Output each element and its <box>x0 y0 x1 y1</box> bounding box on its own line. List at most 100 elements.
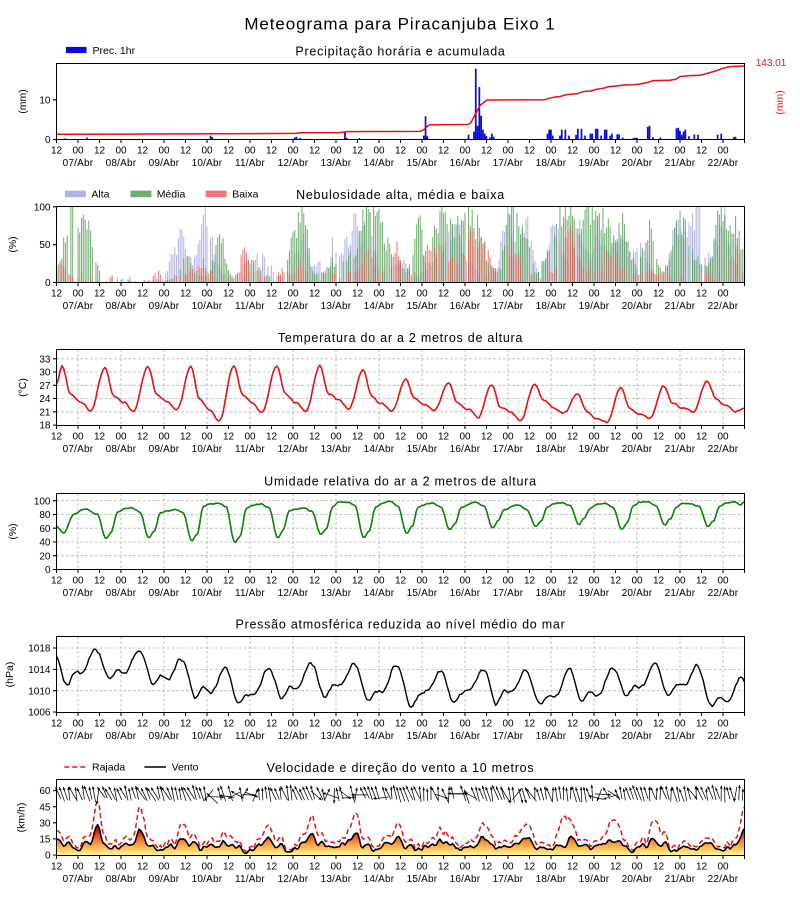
svg-text:12: 12 <box>137 432 149 443</box>
svg-text:00: 00 <box>158 576 170 587</box>
svg-text:00: 00 <box>588 146 600 157</box>
svg-text:12: 12 <box>223 576 235 587</box>
svg-text:22/Abr: 22/Abr <box>708 301 739 312</box>
svg-text:21/Abr: 21/Abr <box>665 731 696 742</box>
svg-text:12: 12 <box>223 146 235 157</box>
svg-text:13/Abr: 13/Abr <box>321 874 352 885</box>
svg-text:12: 12 <box>180 719 192 730</box>
svg-text:00: 00 <box>330 432 342 443</box>
svg-text:11/Abr: 11/Abr <box>235 301 265 312</box>
svg-text:12: 12 <box>653 146 665 157</box>
svg-text:12: 12 <box>352 576 364 587</box>
svg-text:12: 12 <box>395 146 407 157</box>
svg-text:15/Abr: 15/Abr <box>407 444 438 455</box>
svg-text:08/Abr: 08/Abr <box>106 158 137 169</box>
svg-text:12: 12 <box>653 576 665 587</box>
svg-text:15/Abr: 15/Abr <box>407 301 438 312</box>
svg-text:09/Abr: 09/Abr <box>149 301 180 312</box>
svg-text:09/Abr: 09/Abr <box>149 731 180 742</box>
svg-text:12: 12 <box>438 719 450 730</box>
svg-text:143.01: 143.01 <box>756 58 787 69</box>
svg-text:16/Abr: 16/Abr <box>450 588 481 599</box>
svg-text:00: 00 <box>631 862 643 873</box>
svg-text:20/Abr: 20/Abr <box>622 874 653 885</box>
svg-text:12: 12 <box>309 862 321 873</box>
svg-text:20/Abr: 20/Abr <box>622 588 653 599</box>
svg-text:12: 12 <box>352 289 364 300</box>
svg-text:12: 12 <box>481 862 493 873</box>
svg-text:100: 100 <box>34 202 51 213</box>
svg-text:22/Abr: 22/Abr <box>708 731 739 742</box>
svg-text:00: 00 <box>674 146 686 157</box>
svg-text:22/Abr: 22/Abr <box>708 588 739 599</box>
svg-text:00: 00 <box>201 289 213 300</box>
svg-text:Rajada: Rajada <box>92 762 125 774</box>
svg-text:1014: 1014 <box>28 665 51 676</box>
svg-text:00: 00 <box>588 289 600 300</box>
svg-text:12: 12 <box>352 432 364 443</box>
svg-text:00: 00 <box>459 146 471 157</box>
svg-text:15/Abr: 15/Abr <box>407 158 438 169</box>
svg-text:15: 15 <box>39 835 51 846</box>
svg-text:00: 00 <box>115 432 127 443</box>
svg-text:22/Abr: 22/Abr <box>708 444 739 455</box>
svg-text:30: 30 <box>39 368 51 379</box>
svg-text:00: 00 <box>330 146 342 157</box>
svg-text:00: 00 <box>287 719 299 730</box>
svg-text:12: 12 <box>524 576 536 587</box>
svg-text:14/Abr: 14/Abr <box>364 158 395 169</box>
svg-text:12: 12 <box>481 432 493 443</box>
svg-text:12: 12 <box>51 289 63 300</box>
svg-text:00: 00 <box>158 289 170 300</box>
svg-text:12: 12 <box>266 432 278 443</box>
svg-text:10/Abr: 10/Abr <box>192 158 223 169</box>
svg-text:00: 00 <box>330 719 342 730</box>
svg-text:00: 00 <box>459 862 471 873</box>
svg-text:1006: 1006 <box>28 708 51 719</box>
svg-text:00: 00 <box>631 719 643 730</box>
svg-text:12: 12 <box>94 862 106 873</box>
svg-text:Alta: Alta <box>91 189 109 201</box>
svg-text:12: 12 <box>481 146 493 157</box>
svg-text:00: 00 <box>545 289 557 300</box>
svg-text:10/Abr: 10/Abr <box>192 731 223 742</box>
svg-text:16/Abr: 16/Abr <box>450 158 481 169</box>
svg-text:12: 12 <box>309 719 321 730</box>
svg-text:11/Abr: 11/Abr <box>235 444 265 455</box>
svg-text:08/Abr: 08/Abr <box>106 301 137 312</box>
svg-text:12/Abr: 12/Abr <box>278 301 309 312</box>
svg-text:0: 0 <box>45 278 51 289</box>
svg-text:07/Abr: 07/Abr <box>63 731 94 742</box>
svg-text:19/Abr: 19/Abr <box>579 158 610 169</box>
svg-text:12: 12 <box>180 862 192 873</box>
svg-text:00: 00 <box>674 289 686 300</box>
svg-text:00: 00 <box>244 576 256 587</box>
svg-text:00: 00 <box>115 719 127 730</box>
svg-text:00: 00 <box>717 719 729 730</box>
svg-text:60: 60 <box>39 524 51 535</box>
svg-text:10/Abr: 10/Abr <box>192 301 223 312</box>
svg-text:00: 00 <box>115 146 127 157</box>
svg-text:12: 12 <box>266 576 278 587</box>
svg-text:12: 12 <box>653 432 665 443</box>
svg-text:12: 12 <box>137 719 149 730</box>
svg-text:27: 27 <box>39 381 51 392</box>
svg-text:00: 00 <box>459 576 471 587</box>
svg-text:12: 12 <box>524 432 536 443</box>
svg-text:16/Abr: 16/Abr <box>450 731 481 742</box>
svg-text:00: 00 <box>244 432 256 443</box>
svg-text:15/Abr: 15/Abr <box>407 874 438 885</box>
svg-text:12: 12 <box>653 719 665 730</box>
svg-text:00: 00 <box>330 289 342 300</box>
svg-text:12: 12 <box>94 432 106 443</box>
svg-text:00: 00 <box>674 862 686 873</box>
svg-text:00: 00 <box>158 432 170 443</box>
svg-text:08/Abr: 08/Abr <box>106 731 137 742</box>
svg-text:12: 12 <box>524 719 536 730</box>
svg-text:09/Abr: 09/Abr <box>149 444 180 455</box>
svg-text:14/Abr: 14/Abr <box>364 731 395 742</box>
svg-text:12: 12 <box>51 576 63 587</box>
svg-text:00: 00 <box>115 862 127 873</box>
svg-text:Nebulosidade alta, média e bai: Nebulosidade alta, média e baixa <box>296 188 505 202</box>
svg-text:00: 00 <box>72 862 84 873</box>
